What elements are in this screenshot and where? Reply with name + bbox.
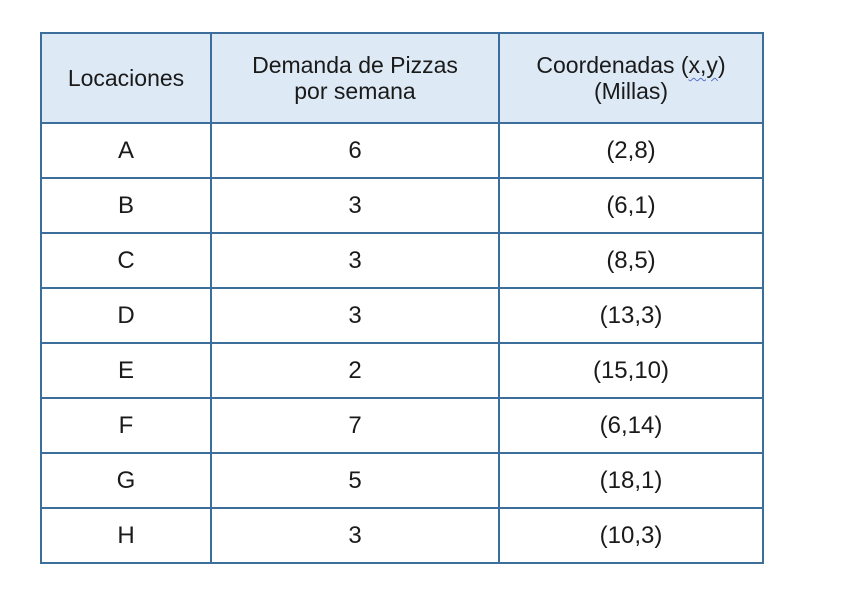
cell-demand: 3	[210, 177, 500, 234]
cell-coordinates: (10,3)	[498, 507, 764, 564]
header-coordinates-post: )	[717, 52, 726, 78]
header-demand-line2: por semana	[294, 78, 416, 104]
cell-demand: 6	[210, 122, 500, 179]
header-locations: Locaciones	[40, 32, 212, 124]
table-row: H 3 (10,3)	[40, 507, 764, 564]
pizza-demand-table-container: Locaciones Demanda de Pizzas por semana …	[40, 32, 764, 564]
header-coordinates-pre: Coordenadas (	[536, 52, 689, 78]
cell-location: E	[40, 342, 212, 399]
cell-demand: 5	[210, 452, 500, 509]
table-row: D 3 (13,3)	[40, 287, 764, 344]
header-locations-label: Locaciones	[67, 65, 185, 91]
table-row: C 3 (8,5)	[40, 232, 764, 289]
table-row: B 3 (6,1)	[40, 177, 764, 234]
pizza-demand-table: Locaciones Demanda de Pizzas por semana …	[40, 32, 764, 564]
table-row: G 5 (18,1)	[40, 452, 764, 509]
cell-coordinates: (13,3)	[498, 287, 764, 344]
cell-coordinates: (6,14)	[498, 397, 764, 454]
cell-location: G	[40, 452, 212, 509]
cell-coordinates: (15,10)	[498, 342, 764, 399]
cell-demand: 3	[210, 507, 500, 564]
header-demand-line1: Demanda de Pizzas	[252, 52, 458, 78]
cell-demand: 2	[210, 342, 500, 399]
cell-demand: 3	[210, 287, 500, 344]
table-row: F 7 (6,14)	[40, 397, 764, 454]
cell-location: C	[40, 232, 212, 289]
table-row: E 2 (15,10)	[40, 342, 764, 399]
cell-coordinates: (6,1)	[498, 177, 764, 234]
cell-demand: 3	[210, 232, 500, 289]
table-row: A 6 (2,8)	[40, 122, 764, 179]
table-header-row: Locaciones Demanda de Pizzas por semana …	[40, 32, 764, 124]
cell-demand: 7	[210, 397, 500, 454]
header-coordinates-unit: (Millas)	[593, 78, 669, 104]
cell-coordinates: (8,5)	[498, 232, 764, 289]
cell-location: F	[40, 397, 212, 454]
header-coordinates: Coordenadas (x,y) (Millas)	[498, 32, 764, 124]
cell-location: H	[40, 507, 212, 564]
cell-coordinates: (2,8)	[498, 122, 764, 179]
cell-location: D	[40, 287, 212, 344]
cell-location: A	[40, 122, 212, 179]
header-coordinates-vars: x,y	[688, 52, 718, 78]
cell-coordinates: (18,1)	[498, 452, 764, 509]
cell-location: B	[40, 177, 212, 234]
header-demand: Demanda de Pizzas por semana	[210, 32, 500, 124]
